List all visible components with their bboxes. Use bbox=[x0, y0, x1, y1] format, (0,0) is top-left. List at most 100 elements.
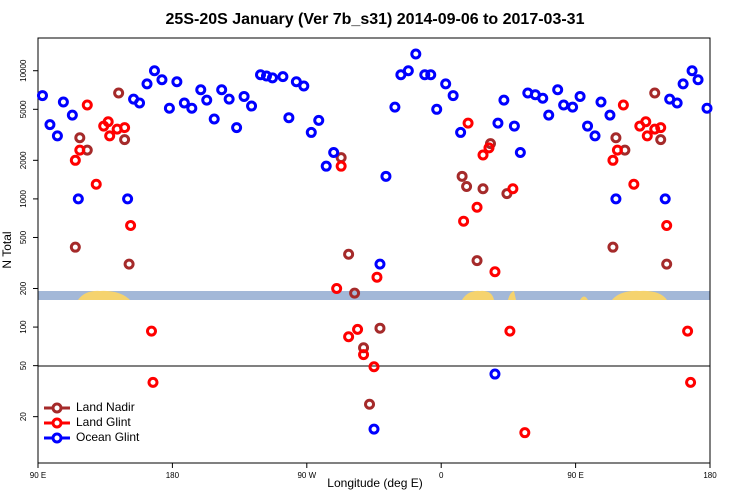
point bbox=[659, 193, 671, 205]
point bbox=[113, 87, 125, 99]
point bbox=[543, 109, 555, 121]
point bbox=[51, 130, 63, 142]
point bbox=[119, 122, 131, 134]
y-tick-label: 20 bbox=[19, 412, 28, 421]
x-tick-label: 180 bbox=[166, 471, 180, 480]
point bbox=[610, 132, 622, 144]
y-axis-label: N Total bbox=[0, 231, 14, 268]
point bbox=[186, 102, 198, 114]
x-tick-label: 90 W bbox=[297, 471, 316, 480]
point bbox=[69, 154, 81, 166]
point bbox=[69, 241, 81, 253]
point bbox=[122, 193, 134, 205]
point bbox=[57, 96, 69, 108]
x-axis-label: Longitude (deg E) bbox=[327, 476, 422, 490]
point bbox=[489, 368, 501, 380]
point bbox=[655, 122, 667, 134]
point bbox=[44, 119, 56, 131]
y-tick-label: 100 bbox=[19, 320, 28, 334]
point bbox=[283, 112, 295, 124]
point bbox=[72, 193, 84, 205]
point bbox=[343, 331, 355, 343]
point bbox=[163, 102, 175, 114]
point bbox=[125, 220, 137, 232]
point bbox=[238, 90, 250, 102]
point bbox=[328, 147, 340, 159]
legend-label: Ocean Glint bbox=[76, 430, 140, 444]
legend-marker bbox=[51, 432, 63, 444]
x-tick-label: 0 bbox=[439, 471, 444, 480]
point bbox=[368, 361, 380, 373]
point bbox=[380, 170, 392, 182]
point bbox=[610, 193, 622, 205]
y-tick-label: 5000 bbox=[19, 100, 28, 118]
point bbox=[246, 100, 258, 112]
point bbox=[628, 178, 640, 190]
point bbox=[66, 109, 78, 121]
x-tick-label: 90 E bbox=[30, 471, 46, 480]
plot-frame bbox=[37, 37, 711, 464]
point bbox=[552, 84, 564, 96]
point bbox=[320, 160, 332, 172]
point bbox=[371, 271, 383, 283]
point bbox=[589, 130, 601, 142]
point bbox=[440, 78, 452, 90]
point bbox=[483, 142, 495, 154]
legend-marker bbox=[51, 417, 63, 429]
point bbox=[456, 170, 468, 182]
x-tick-label: 90 E bbox=[567, 471, 583, 480]
point bbox=[134, 97, 146, 109]
point bbox=[508, 120, 520, 132]
point bbox=[156, 74, 168, 86]
point bbox=[119, 134, 131, 146]
point bbox=[462, 117, 474, 129]
point bbox=[74, 132, 86, 144]
point bbox=[201, 94, 213, 106]
point bbox=[352, 323, 364, 335]
point bbox=[305, 126, 317, 138]
point bbox=[685, 376, 697, 388]
point bbox=[208, 113, 220, 125]
point bbox=[178, 97, 190, 109]
point bbox=[617, 99, 629, 111]
point bbox=[582, 120, 594, 132]
chart-title: 25S-20S January (Ver 7b_s31) 2014-09-06 … bbox=[166, 11, 585, 28]
point bbox=[682, 325, 694, 337]
legend-label: Land Glint bbox=[76, 415, 131, 429]
point bbox=[141, 78, 153, 90]
point bbox=[431, 103, 443, 115]
point bbox=[90, 178, 102, 190]
point bbox=[686, 65, 698, 77]
point bbox=[36, 90, 48, 102]
point bbox=[649, 87, 661, 99]
point bbox=[458, 215, 470, 227]
point bbox=[504, 325, 516, 337]
point bbox=[349, 287, 361, 299]
point bbox=[255, 69, 267, 81]
point bbox=[374, 258, 386, 270]
point bbox=[498, 94, 510, 106]
point bbox=[74, 144, 86, 156]
point bbox=[611, 144, 623, 156]
point bbox=[671, 97, 683, 109]
point bbox=[492, 117, 504, 129]
y-tick-label: 10000 bbox=[19, 59, 28, 82]
point bbox=[81, 99, 93, 111]
point bbox=[677, 78, 689, 90]
point bbox=[389, 101, 401, 113]
point bbox=[477, 183, 489, 195]
y-tick-label: 2000 bbox=[19, 151, 28, 169]
point bbox=[335, 160, 347, 172]
point bbox=[231, 122, 243, 134]
point bbox=[641, 130, 653, 142]
point bbox=[358, 349, 370, 361]
point bbox=[447, 90, 459, 102]
point bbox=[649, 123, 661, 135]
point bbox=[223, 93, 235, 105]
point bbox=[574, 90, 586, 102]
point bbox=[640, 116, 652, 128]
point bbox=[343, 248, 355, 260]
point bbox=[507, 183, 519, 195]
point bbox=[514, 147, 526, 159]
point bbox=[123, 258, 135, 270]
